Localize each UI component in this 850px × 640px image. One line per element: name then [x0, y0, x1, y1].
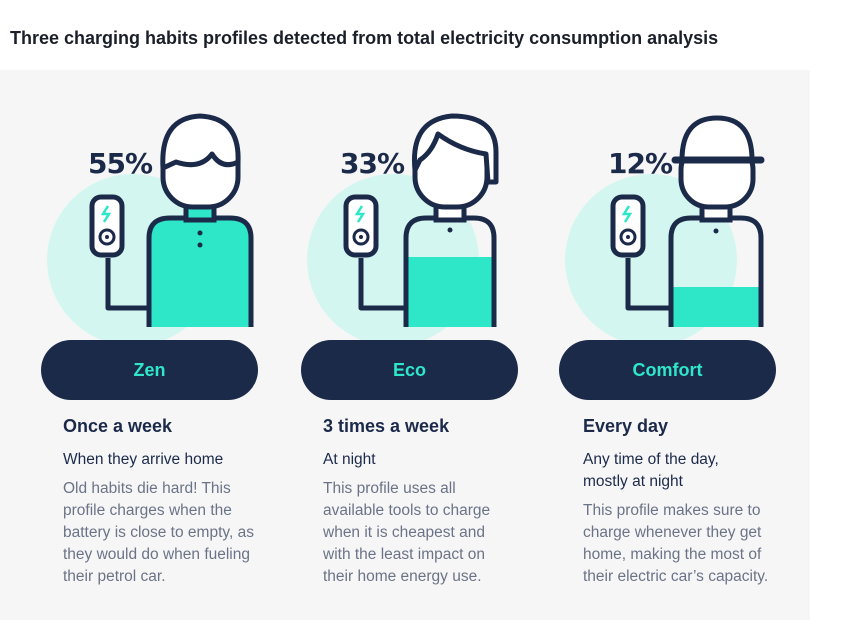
- percent-label: 12%: [608, 147, 673, 180]
- plug-socket-dot: [105, 235, 109, 239]
- page-title: Three charging habits profiles detected …: [10, 28, 719, 48]
- profile-frequency: Once a week: [63, 416, 173, 436]
- profile-timing: When they arrive home: [63, 451, 224, 468]
- profiles-panel: 55% Zen Once a week When they arrive hom…: [0, 70, 810, 620]
- profile-description: Old habits die hard! This profile charge…: [63, 480, 254, 585]
- profile-name-badge: Zen: [41, 340, 258, 400]
- comfort-illustration: 12%: [565, 115, 765, 346]
- profile-description: This profile uses all available tools to…: [323, 480, 491, 585]
- profile-name-badge: Eco: [301, 340, 518, 400]
- percent-label: 33%: [340, 147, 405, 180]
- profile-zen: 55% Zen Once a week When they arrive hom…: [0, 70, 258, 620]
- cap-icon: [679, 115, 755, 163]
- profile-timing: At night: [323, 451, 376, 468]
- shirt-button: [713, 228, 719, 234]
- eco-illustration: 33%: [307, 113, 499, 346]
- lightning-icon: [354, 205, 366, 223]
- lightning-icon: [100, 205, 112, 223]
- percent-label: 55%: [88, 147, 153, 180]
- profile-comfort: 12% Comfort Every day Any time of the da…: [518, 70, 776, 620]
- charger-cable: [358, 258, 406, 311]
- hair-icon: [160, 113, 241, 171]
- charger-cable: [105, 258, 150, 311]
- profile-timing: Any time of the day, mostly at night: [583, 451, 719, 490]
- plug-socket: [619, 228, 637, 246]
- zen-illustration: 55%: [47, 113, 254, 346]
- shirt-button: [197, 230, 203, 236]
- shirt-button: [197, 242, 203, 248]
- profile-frequency: 3 times a week: [323, 416, 450, 436]
- hair-icon: [411, 113, 499, 185]
- battery-fill: [671, 287, 761, 327]
- plug-socket-dot: [359, 235, 363, 239]
- plug-socket: [352, 228, 370, 246]
- lightning-icon: [621, 205, 633, 223]
- plug-socket: [98, 228, 116, 246]
- battery-fill: [406, 257, 494, 327]
- profile-eco: 33% Eco 3 times a week At night This pro…: [260, 70, 518, 620]
- shirt-button: [447, 227, 453, 233]
- profile-description: This profile makes sure to charge whenev…: [583, 502, 769, 585]
- profile-frequency: Every day: [583, 416, 669, 436]
- charger-cable: [625, 258, 671, 311]
- profile-name-badge: Comfort: [559, 340, 776, 400]
- plug-socket-dot: [626, 235, 630, 239]
